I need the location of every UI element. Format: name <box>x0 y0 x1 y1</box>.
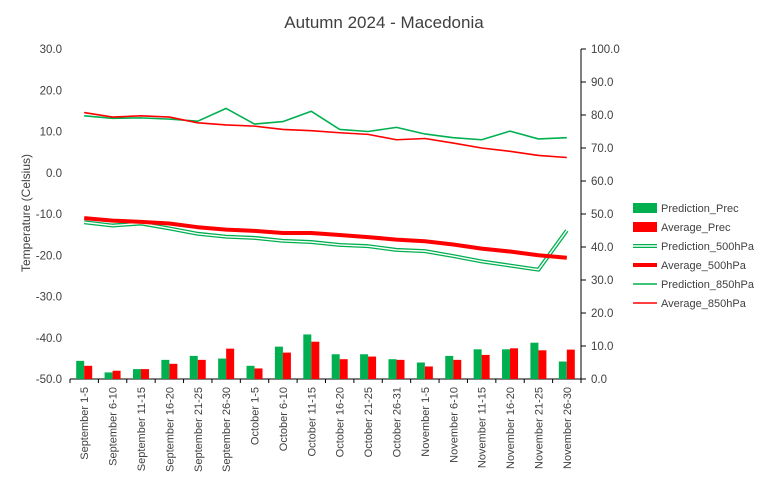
x-tick-label: November 11-15 <box>477 387 489 468</box>
bar-Average_Prec <box>538 350 547 379</box>
y-right-tick-label: 40.0 <box>591 242 613 254</box>
y-right-tick-label: 30.0 <box>591 275 613 287</box>
x-tick-label: September 11-15 <box>136 387 148 471</box>
x-tick-label: September 1-5 <box>79 387 91 460</box>
bar-Average_Prec <box>339 359 348 379</box>
legend-swatch-Prediction_Prec <box>633 203 657 213</box>
bar-Prediction_Prec <box>473 349 482 379</box>
x-tick-label: November 6-10 <box>448 387 460 463</box>
chart-title: Autumn 2024 - Macedonia <box>284 13 484 32</box>
x-tick-label: October 16-20 <box>335 387 347 457</box>
x-tick-label: September 26-30 <box>221 387 233 472</box>
bar-Prediction_Prec <box>218 358 227 379</box>
y-left-tick-label: 20.0 <box>40 85 62 97</box>
y-left-tick-label: 30.0 <box>40 44 62 56</box>
bar-Prediction_Prec <box>303 334 312 379</box>
bar-Average_Prec <box>282 352 291 379</box>
bar-Average_Prec <box>453 359 462 379</box>
bar-Prediction_Prec <box>530 342 539 379</box>
legend-label-Prediction_500hPa: Prediction_500hPa <box>661 241 755 253</box>
y-right-tick-label: 60.0 <box>591 176 613 188</box>
bar-Prediction_Prec <box>360 354 369 379</box>
bar-Prediction_Prec <box>416 362 425 379</box>
bar-Prediction_Prec <box>502 349 511 379</box>
y-right-tick-label: 10.0 <box>591 341 613 353</box>
legend-label-Average_850hPa: Average_850hPa <box>661 298 747 310</box>
y-left-tick-label: -40.0 <box>36 333 62 345</box>
bar-Prediction_Prec <box>274 346 283 379</box>
bar-Average_Prec <box>566 349 575 379</box>
x-tick-label: October 1-5 <box>250 387 262 445</box>
bar-Average_Prec <box>481 354 490 379</box>
legend-label-Average_500hPa: Average_500hPa <box>661 260 747 272</box>
x-tick-label: September 16-20 <box>164 387 176 472</box>
legend-label-Average_Prec: Average_Prec <box>661 222 731 234</box>
x-tick-label: November 21-25 <box>533 387 545 469</box>
bar-Prediction_Prec <box>189 355 198 379</box>
x-tick-label: October 21-25 <box>363 387 375 457</box>
bar-Prediction_Prec <box>76 360 85 379</box>
line-Prediction_500hPa-inner <box>84 221 568 271</box>
lines-layer <box>83 107 569 272</box>
y-right-tick-label: 0.0 <box>591 374 607 386</box>
x-tick-label: October 6-10 <box>278 387 290 451</box>
line-Prediction_500hPa <box>83 220 569 272</box>
y-left-tick-label: -50.0 <box>36 374 62 386</box>
bar-Prediction_Prec <box>104 372 113 379</box>
bar-Prediction_Prec <box>132 369 141 379</box>
x-tick-label: September 6-10 <box>108 387 120 466</box>
line-Prediction_850hPa <box>84 107 567 141</box>
axes: 30.0 20.0 10.0 0.0 -10.0 -20.0 -30.0 -40.0 -50.0… <box>36 44 620 472</box>
y-right-tick-label: 90.0 <box>591 77 613 89</box>
bar-Average_Prec <box>424 366 433 379</box>
x-tick-label: November 26-30 <box>562 387 574 469</box>
y-right-tick-label: 100.0 <box>591 44 620 56</box>
legend: Prediction_Prec Average_Prec Prediction_50… <box>633 203 755 310</box>
y-right-tick-label: 80.0 <box>591 110 613 122</box>
x-tick-label: November 1-5 <box>420 387 432 457</box>
x-tick-label: September 21-25 <box>193 387 205 472</box>
bar-Average_Prec <box>510 348 519 379</box>
y-left-tick-label: -10.0 <box>36 209 62 221</box>
bar-Average_Prec <box>112 370 121 379</box>
y-left-tick-label: 0.0 <box>46 168 62 180</box>
bar-Average_Prec <box>140 369 149 379</box>
bar-Prediction_Prec <box>161 359 170 379</box>
line-Average_850hPa <box>84 111 567 159</box>
bar-Prediction_Prec <box>246 365 255 379</box>
bar-Average_Prec <box>254 368 263 379</box>
y-right-tick-label: 20.0 <box>591 308 613 320</box>
bars-layer <box>76 334 575 379</box>
bar-Prediction_Prec <box>331 354 340 379</box>
x-tick-label: October 11-15 <box>306 387 318 457</box>
y-left-tick-label: -20.0 <box>36 250 62 262</box>
x-tick-label: October 26-31 <box>391 387 403 457</box>
bar-Average_Prec <box>169 363 178 379</box>
y-left-tick-label: -30.0 <box>36 292 62 304</box>
line-Average_500hPa <box>84 216 567 260</box>
bar-Prediction_Prec <box>445 355 454 379</box>
bar-Prediction_Prec <box>558 361 567 379</box>
bar-Average_Prec <box>197 359 206 379</box>
legend-swatch-Average_Prec <box>633 222 657 232</box>
y-right-tick-label: 50.0 <box>591 209 613 221</box>
bar-Prediction_Prec <box>388 359 397 379</box>
bar-Average_Prec <box>84 365 93 379</box>
bar-Average_Prec <box>311 341 320 379</box>
bar-Average_Prec <box>396 359 405 379</box>
y-axis-left-label: Temperature (Celsius) <box>19 154 33 272</box>
legend-label-Prediction_Prec: Prediction_Prec <box>661 203 739 215</box>
y-right-tick-label: 70.0 <box>591 143 613 155</box>
bar-Average_Prec <box>368 356 377 379</box>
x-tick-label: November 16-20 <box>505 387 517 469</box>
y-left-tick-label: 10.0 <box>40 127 62 139</box>
bar-Average_Prec <box>226 348 235 379</box>
legend-label-Prediction_850hPa: Prediction_850hPa <box>661 279 755 291</box>
